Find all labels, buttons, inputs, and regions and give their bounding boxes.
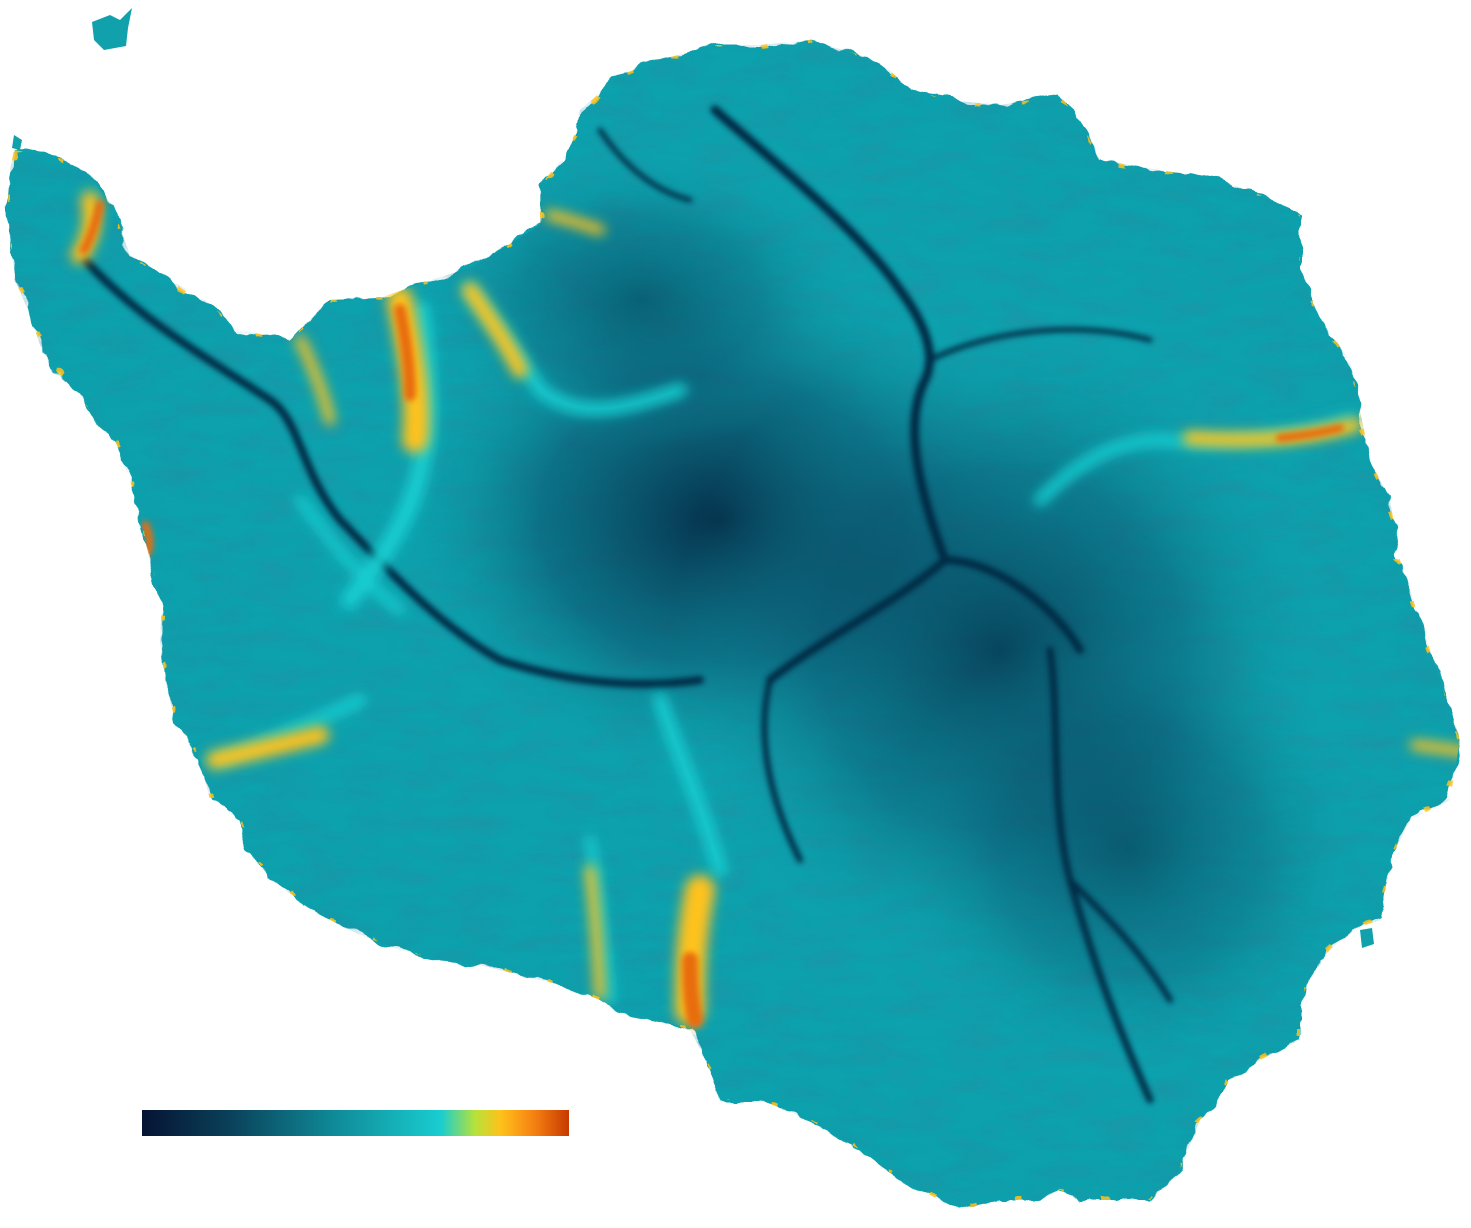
ice-streams [71, 191, 1460, 1028]
island-small-northwest [92, 8, 132, 50]
ice-divides [81, 105, 1173, 1104]
island-east-fragment [1360, 928, 1374, 948]
colorbar-gradient [142, 1110, 569, 1136]
islands [12, 8, 1374, 948]
island-peninsula-tip [12, 135, 22, 150]
colorbar [142, 1110, 569, 1136]
